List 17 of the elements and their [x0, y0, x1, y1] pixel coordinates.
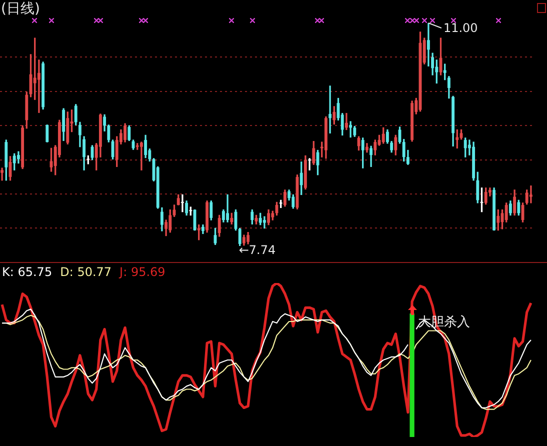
candlestick: [262, 216, 266, 229]
annotation: ←7.74: [238, 243, 276, 258]
candlestick: [180, 194, 184, 212]
annotation: 11.00: [443, 21, 478, 36]
text: K: 65.75: [2, 265, 52, 279]
candlestick: [328, 86, 332, 134]
text: J: 95.69: [120, 265, 166, 279]
candlestick: [0, 168, 4, 181]
candlestick: [529, 185, 532, 204]
candlestick: [308, 158, 312, 170]
text: D: 50.77: [60, 265, 112, 279]
candlestick: [426, 23, 430, 66]
candlestick: [349, 121, 352, 138]
candlestick: [226, 194, 230, 222]
candlestick: [37, 60, 40, 113]
chart-title: (日线): [1, 0, 40, 18]
candlestick: [140, 142, 143, 170]
